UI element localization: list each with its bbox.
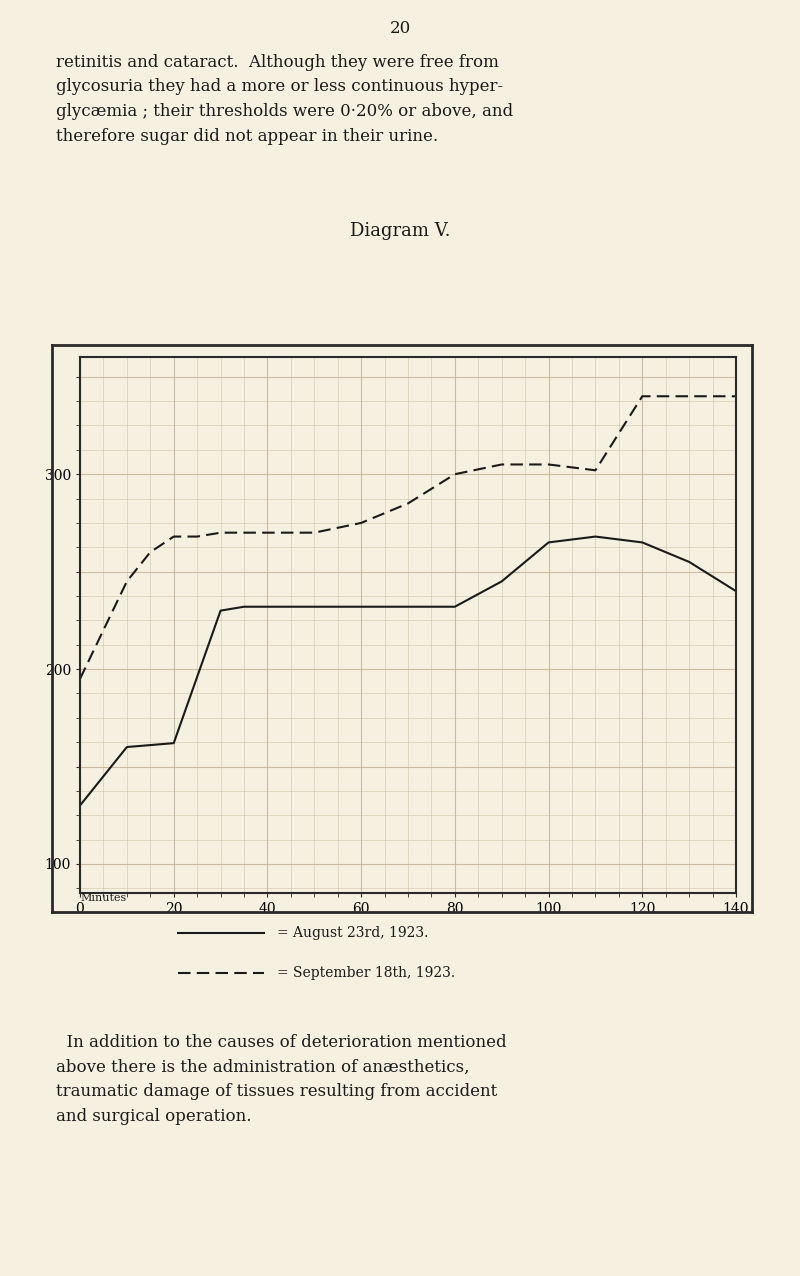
Text: = September 18th, 1923.: = September 18th, 1923. xyxy=(277,966,455,980)
Text: 20: 20 xyxy=(390,20,410,37)
Text: Minutes: Minutes xyxy=(80,893,126,903)
Text: In addition to the causes of deterioration mentioned
above there is the administ: In addition to the causes of deteriorati… xyxy=(56,1034,506,1125)
Text: = August 23rd, 1923.: = August 23rd, 1923. xyxy=(277,926,428,939)
Text: retinitis and cataract.  Although they were free from
glycosuria they had a more: retinitis and cataract. Although they we… xyxy=(56,54,513,145)
Text: Diagram V.: Diagram V. xyxy=(350,222,450,240)
